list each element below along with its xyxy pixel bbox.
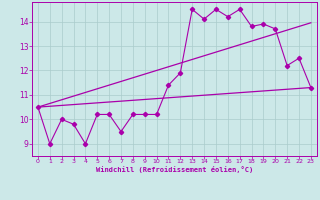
- X-axis label: Windchill (Refroidissement éolien,°C): Windchill (Refroidissement éolien,°C): [96, 166, 253, 173]
